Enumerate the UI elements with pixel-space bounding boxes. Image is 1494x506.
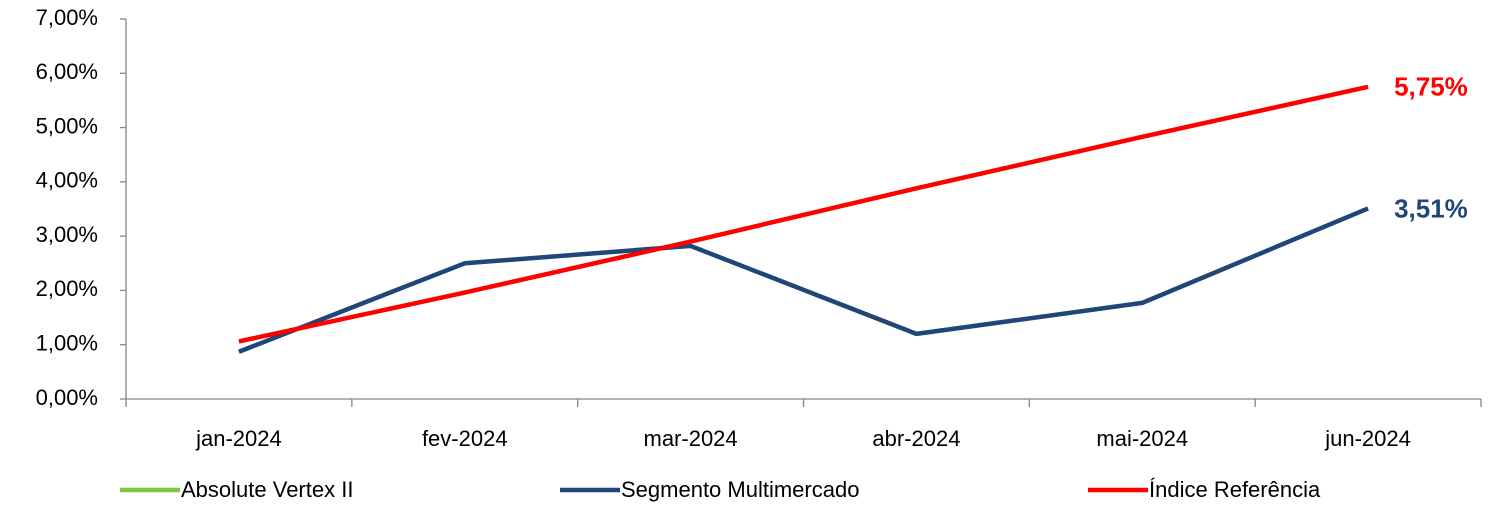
y-tick-label: 6,00% — [36, 59, 98, 84]
y-tick-label: 5,00% — [36, 113, 98, 138]
legend-label: Índice Referência — [1149, 477, 1321, 502]
legend-label: Segmento Multimercado — [621, 477, 859, 502]
x-tick-label: fev-2024 — [422, 426, 508, 451]
x-tick-label: jun-2024 — [1324, 426, 1411, 451]
x-tick-label: mar-2024 — [644, 426, 738, 451]
y-tick-label: 2,00% — [36, 276, 98, 301]
y-tick-label: 4,00% — [36, 168, 98, 193]
series-line — [238, 84, 1369, 344]
y-tick-label: 7,00% — [36, 5, 98, 30]
series-line — [238, 206, 1369, 354]
data-label: 5,75% — [1394, 72, 1468, 102]
legend-label: Absolute Vertex II — [181, 477, 353, 502]
data-label: 3,51% — [1394, 193, 1468, 223]
y-tick-label: 0,00% — [36, 385, 98, 410]
x-tick-label: mai-2024 — [1096, 426, 1188, 451]
y-tick-label: 1,00% — [36, 331, 98, 356]
x-tick-label: jan-2024 — [195, 426, 282, 451]
y-tick-label: 3,00% — [36, 222, 98, 247]
x-tick-label: abr-2024 — [872, 426, 960, 451]
